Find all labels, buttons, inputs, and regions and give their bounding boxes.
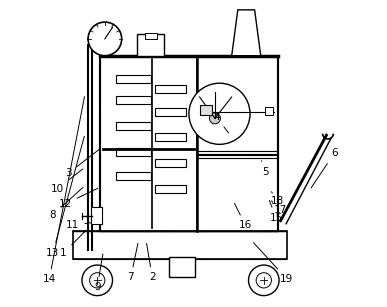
Circle shape [189,83,250,144]
Bar [155,85,186,93]
Bar [116,122,151,130]
Bar [91,207,102,224]
Bar [197,56,277,231]
Text: 5: 5 [262,161,269,177]
Text: 3: 3 [65,149,99,178]
Bar [155,185,186,192]
Bar [200,105,212,115]
Text: 18: 18 [271,192,284,206]
Circle shape [209,113,220,124]
Bar [116,96,151,104]
Bar [116,173,151,181]
Circle shape [88,22,122,56]
Text: 16: 16 [235,203,252,230]
Text: 1: 1 [60,230,86,258]
Bar [265,107,273,115]
Text: 8: 8 [50,188,83,220]
Text: 10: 10 [51,169,83,194]
Bar [100,56,197,231]
Text: 7: 7 [128,243,138,282]
Text: 15: 15 [269,200,283,223]
Text: 19: 19 [253,243,293,284]
Bar [116,75,151,83]
Bar [197,151,277,158]
Text: 14: 14 [43,97,84,284]
Bar [145,33,157,39]
Bar [73,231,287,259]
Text: 17: 17 [271,201,287,215]
Bar [155,133,186,141]
Bar [155,108,186,116]
Text: 4: 4 [213,112,228,133]
Bar [116,148,151,156]
Circle shape [82,265,113,296]
Bar [169,257,195,277]
Bar [137,34,164,56]
Circle shape [248,265,279,296]
Bar [155,159,186,167]
Text: 2: 2 [147,243,156,282]
Text: 11: 11 [66,220,91,230]
Text: 13: 13 [46,136,84,258]
Text: 12: 12 [58,188,98,209]
Text: 6: 6 [311,149,337,188]
Text: 9: 9 [94,254,103,292]
Polygon shape [232,10,261,56]
